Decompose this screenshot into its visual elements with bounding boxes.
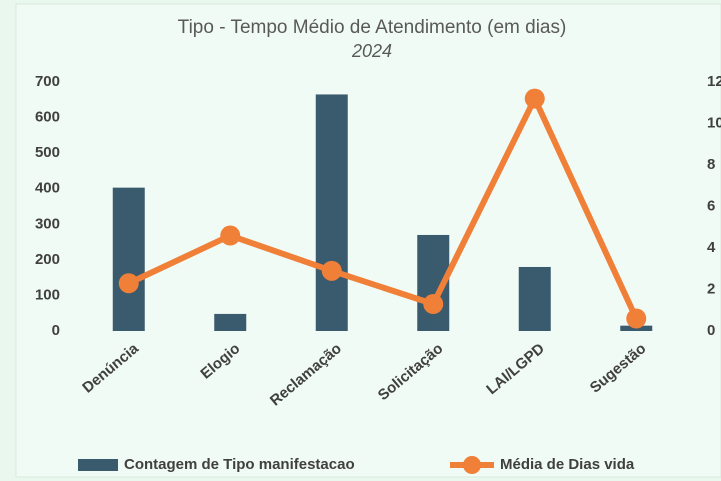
legend-label: Média de Dias vida [500, 456, 635, 473]
bar [214, 313, 247, 331]
y-tick-label: 200 [35, 251, 60, 268]
legend-swatch [463, 456, 481, 474]
y-tick-label: 500 [35, 144, 60, 161]
y2-tick-label: 12 [707, 73, 721, 90]
y2-tick-label: 2 [707, 280, 715, 297]
legend-label: Contagem de Tipo manifestacao [124, 456, 355, 473]
y2-tick-label: 8 [707, 156, 715, 173]
line [127, 95, 639, 320]
y-tick-label: 400 [35, 180, 60, 197]
marker [423, 294, 444, 315]
chart-title: Tipo - Tempo Médio de Atendimento (em di… [178, 17, 567, 38]
bar [315, 94, 348, 331]
y2-tick-label: 10 [707, 114, 721, 131]
y2-tick-label: 0 [707, 322, 715, 339]
y-tick-label: 700 [35, 73, 60, 90]
marker [524, 88, 545, 109]
y-tick-label: 0 [52, 322, 60, 339]
bar [112, 187, 145, 331]
y2-tick-label: 4 [707, 239, 716, 256]
y-tick-label: 600 [35, 109, 60, 126]
y-tick-label: 300 [35, 215, 60, 232]
marker [118, 273, 139, 294]
marker [321, 260, 342, 281]
chart-subtitle: 2024 [351, 41, 392, 61]
y2-tick-label: 6 [707, 197, 715, 214]
y-tick-label: 100 [35, 286, 60, 303]
marker [220, 225, 241, 246]
marker [626, 308, 647, 329]
bar [518, 266, 551, 331]
legend-swatch [78, 459, 118, 471]
